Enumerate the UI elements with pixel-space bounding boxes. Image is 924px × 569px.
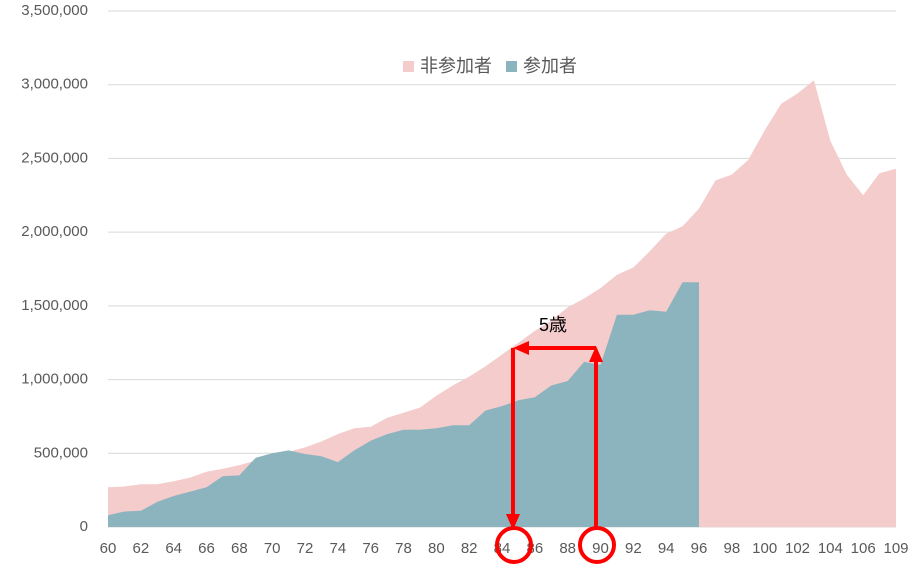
annotation-arrows: [495, 341, 616, 564]
x-tick-label: 60: [100, 540, 117, 557]
x-tick-label: 68: [231, 540, 248, 557]
y-tick-label: 0: [80, 518, 88, 535]
area: [108, 282, 699, 527]
arrowhead: [513, 341, 529, 355]
legend-label: 参加者: [523, 56, 577, 76]
x-tick-label: 96: [691, 540, 708, 557]
annotation: 5歳: [539, 315, 567, 335]
y-tick-label: 500,000: [34, 444, 88, 461]
x-tick-label: 74: [329, 540, 346, 557]
x-tick-label: 70: [264, 540, 281, 557]
legend-swatch: [506, 61, 517, 72]
highlight-circle: [578, 526, 616, 564]
x-tick-label: 66: [198, 540, 215, 557]
y-tick-label: 3,000,000: [21, 76, 88, 93]
x-tick-label: 76: [362, 540, 379, 557]
x-tick-label: 98: [723, 540, 740, 557]
legend-swatch: [403, 61, 414, 72]
x-tick-label: 100: [752, 540, 777, 557]
x-tick-label: 64: [165, 540, 182, 557]
x-tick-label: 102: [785, 540, 810, 557]
legend-label: 非参加者: [420, 56, 492, 76]
x-tick-label: 82: [461, 540, 478, 557]
x-tick-label: 72: [297, 540, 314, 557]
highlight-circle: [495, 526, 533, 564]
y-tick-label: 2,000,000: [21, 223, 88, 240]
y-tick-label: 3,500,000: [21, 2, 88, 19]
arrowhead: [589, 346, 603, 362]
x-tick-label: 88: [559, 540, 576, 557]
labels: 0 500,000 1,000,000 1,500,000 2,000,000 2,500…: [21, 2, 908, 557]
y-tick-label: 1,000,000: [21, 371, 88, 388]
x-tick-label: 90: [592, 540, 609, 557]
y-tick-label: 2,500,000: [21, 149, 88, 166]
x-tick-label: 80: [428, 540, 445, 557]
x-tick-label: 92: [625, 540, 642, 557]
y-tick-label: 1,500,000: [21, 297, 88, 314]
x-tick-label: 104: [818, 540, 843, 557]
x-tick-label: 106: [851, 540, 876, 557]
x-tick-label: 78: [395, 540, 412, 557]
x-tick-label: 62: [132, 540, 149, 557]
x-tick-label: 94: [658, 540, 675, 557]
areas: [108, 80, 896, 527]
arrowhead: [506, 514, 520, 530]
x-tick-label: 109: [883, 540, 908, 557]
